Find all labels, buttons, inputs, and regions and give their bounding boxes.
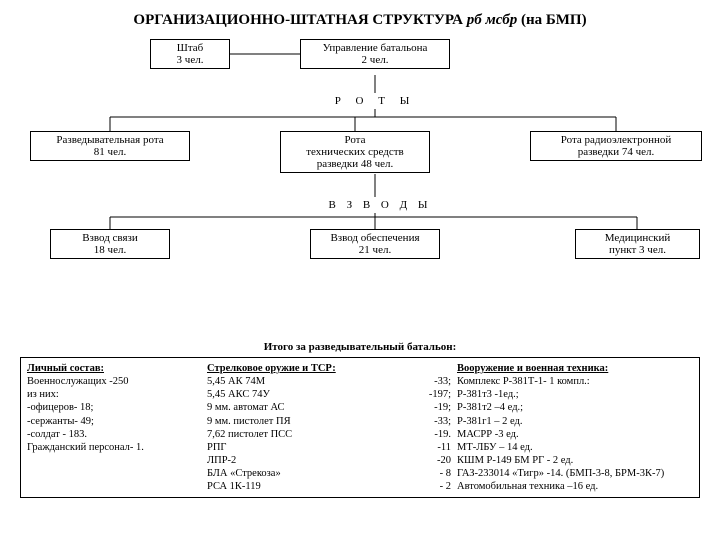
title-main: ОРГАНИЗАЦИОННО-ШТАТНАЯ СТРУКТУРА	[133, 12, 463, 28]
weapon-row: РСА 1К-119- 2	[207, 480, 451, 493]
equip-line: Р-381г1 – 2 ед.	[457, 415, 693, 428]
weapon-name: РСА 1К-119	[207, 480, 419, 493]
weapon-qty: -33;	[419, 415, 451, 428]
personnel-head: Личный состав:	[27, 362, 201, 375]
box-upravlenie: Управление батальона2 чел.	[300, 39, 450, 69]
weapon-name: 5,45 АК 74М	[207, 375, 419, 388]
weapon-qty: -11	[419, 441, 451, 454]
weapon-name: ЛПР-2	[207, 454, 419, 467]
weapon-name: 7,62 пистолет ПСС	[207, 428, 419, 441]
weapon-row: РПГ-11	[207, 441, 451, 454]
col-equip: Вооружение и военная техника: Комплекс Р…	[457, 362, 693, 493]
weapon-row: 5,45 АК 74М-33;	[207, 375, 451, 388]
personnel-lines: Военнослужащих -250из них:-офицеров- 18;…	[27, 375, 201, 454]
box-med-punkt: Медицинскийпункт 3 чел.	[575, 229, 700, 259]
personnel-line: -сержанты- 49;	[27, 415, 201, 428]
equip-lines: Комплекс Р-381Т-1- 1 компл.:Р-381т3 -1ед…	[457, 375, 693, 493]
personnel-line: Гражданский персонал- 1.	[27, 441, 201, 454]
weapon-qty: - 8	[419, 467, 451, 480]
box-vzvod-obesp: Взвод обеспечения21 чел.	[310, 229, 440, 259]
box-vzvod-svyazi: Взвод связи18 чел.	[50, 229, 170, 259]
title-tail: (на БМП)	[521, 12, 587, 28]
weapon-row: БЛА «Стрекоза»- 8	[207, 467, 451, 480]
box-rer-rota: Рота радиоэлектроннойразведки 74 чел.	[530, 131, 702, 161]
equip-line: ГАЗ-233014 «Тигр» -14. (БМП-3-8, БРМ-3К-…	[457, 467, 693, 480]
weapon-row: 9 мм. пистолет ПЯ-33;	[207, 415, 451, 428]
equip-line: Автомобильная техника –16 ед.	[457, 480, 693, 493]
personnel-line: -офицеров- 18;	[27, 401, 201, 414]
equip-line: МАСРР -3 ед.	[457, 428, 693, 441]
weapon-name: 5,45 АКС 74У	[207, 388, 419, 401]
weapon-name: 9 мм. пистолет ПЯ	[207, 415, 419, 428]
weapon-name: РПГ	[207, 441, 419, 454]
weapons-head: Стрелковое оружие и ТСР:	[207, 362, 451, 375]
weapon-qty: -20	[419, 454, 451, 467]
summary-title: Итого за разведывательный батальон:	[20, 341, 700, 353]
personnel-line: -солдат - 183.	[27, 428, 201, 441]
box-tech-rota: Ротатехнических средствразведки 48 чел.	[280, 131, 430, 173]
equip-line: Р-381т3 -1ед.;	[457, 388, 693, 401]
weapon-qty: -19.	[419, 428, 451, 441]
connector-lines	[20, 39, 700, 339]
personnel-line: из них:	[27, 388, 201, 401]
title-italic: рб мсбр	[467, 12, 517, 28]
weapon-qty: - 2	[419, 480, 451, 493]
box-razved-rota: Разведывательная рота81 чел.	[30, 131, 190, 161]
weapon-row: 5,45 АКС 74У-197;	[207, 388, 451, 401]
page-title: ОРГАНИЗАЦИОННО-ШТАТНАЯ СТРУКТУРА рб мсбр…	[20, 12, 700, 29]
weapon-qty: -197;	[419, 388, 451, 401]
equip-line: КШМ Р-149 БМ РГ - 2 ед.	[457, 454, 693, 467]
weapon-row: ЛПР-2-20	[207, 454, 451, 467]
weapon-name: 9 мм. автомат АС	[207, 401, 419, 414]
weapon-qty: -33;	[419, 375, 451, 388]
equip-line: МТ-ЛБУ – 14 ед.	[457, 441, 693, 454]
col-weapons: Стрелковое оружие и ТСР: 5,45 АК 74М-33;…	[207, 362, 457, 493]
weapon-row: 9 мм. автомат АС-19;	[207, 401, 451, 414]
equip-line: Комплекс Р-381Т-1- 1 компл.:	[457, 375, 693, 388]
equip-head: Вооружение и военная техника:	[457, 362, 693, 375]
summary-table: Личный состав: Военнослужащих -250из них…	[20, 357, 700, 498]
col-personnel: Личный состав: Военнослужащих -250из них…	[27, 362, 207, 493]
label-vzvody: В З В О Д Ы	[305, 197, 455, 213]
equip-line: Р-381т2 –4 ед.;	[457, 401, 693, 414]
weapons-rows: 5,45 АК 74М-33;5,45 АКС 74У-197;9 мм. ав…	[207, 375, 451, 493]
weapon-row: 7,62 пистолет ПСС-19.	[207, 428, 451, 441]
weapon-name: БЛА «Стрекоза»	[207, 467, 419, 480]
org-chart: Штаб3 чел. Управление батальона2 чел. Р …	[20, 39, 700, 339]
box-shtab: Штаб3 чел.	[150, 39, 230, 69]
label-roty: Р О Т Ы	[320, 93, 430, 109]
weapon-qty: -19;	[419, 401, 451, 414]
personnel-line: Военнослужащих -250	[27, 375, 201, 388]
